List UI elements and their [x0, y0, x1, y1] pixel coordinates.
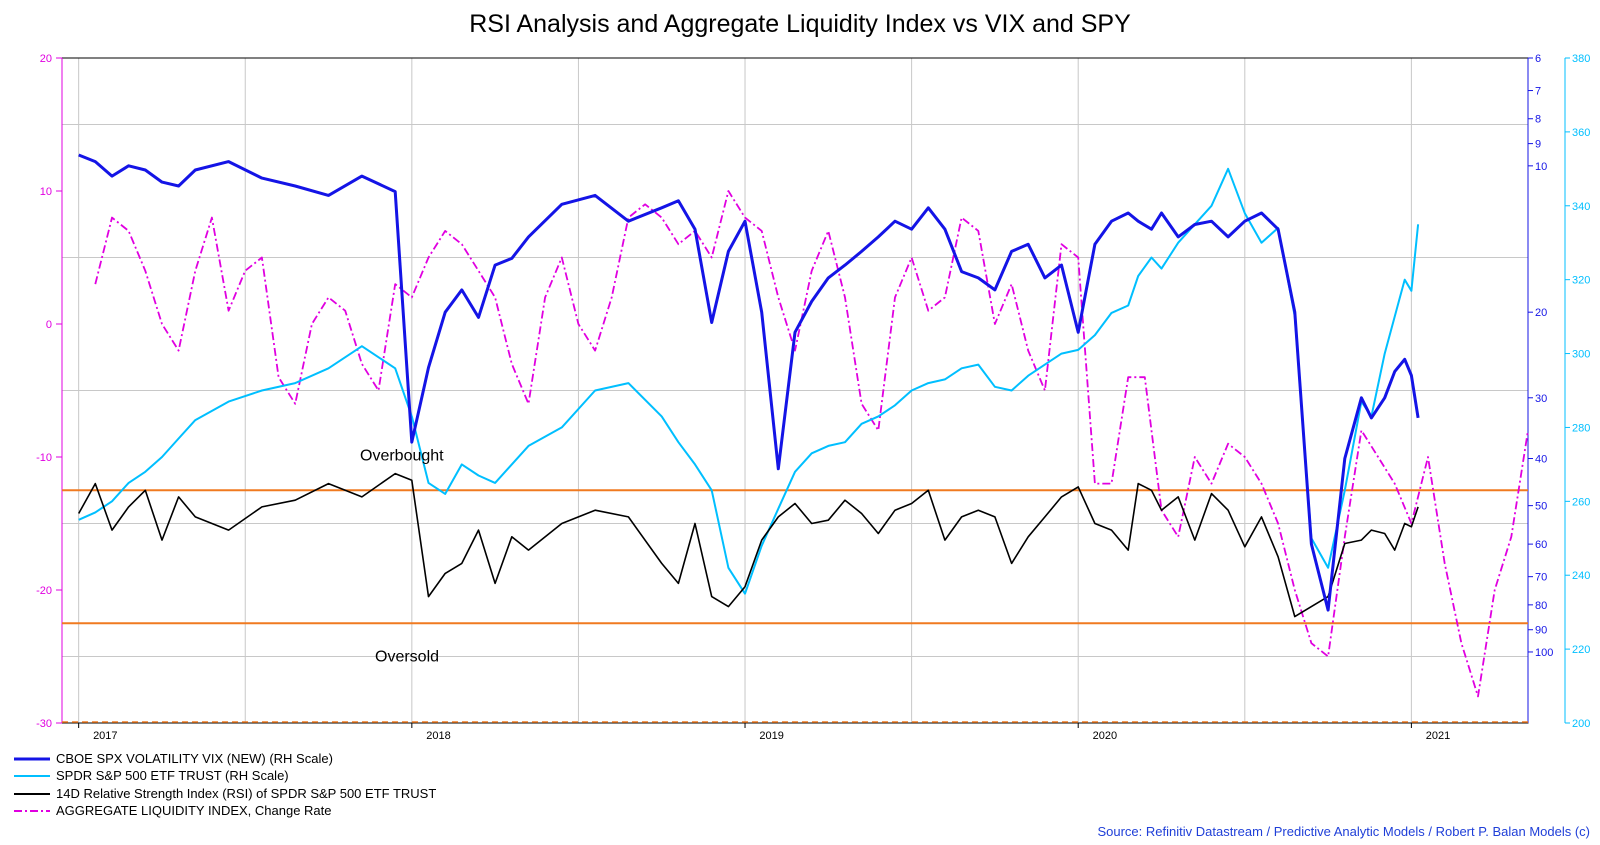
vix-tick-label: 8 — [1535, 114, 1541, 126]
legend-label-rsi: 14D Relative Strength Index (RSI) of SPD… — [56, 786, 436, 801]
vix-tick-label: 50 — [1535, 501, 1547, 513]
x-tick-label: 2018 — [426, 730, 450, 742]
left-tick-label: 10 — [40, 186, 52, 198]
vix-axis: 6 7 8 9 10 20 30 40 50 60 70 80 90 100 — [1527, 53, 1553, 723]
vix-tick-label: 80 — [1535, 600, 1547, 612]
vix-tick-label: 90 — [1535, 625, 1547, 637]
rsi-levels — [62, 489, 1528, 723]
series-lines — [78, 153, 1529, 698]
series-line-left — [94, 190, 1529, 698]
left-tick-label: 20 — [40, 53, 52, 65]
source-note: Source: Refinitiv Datastream / Predictiv… — [1097, 824, 1590, 839]
vix-tick-label: 20 — [1535, 307, 1547, 319]
left-axis: -30 -20 -10 0 10 20 — [36, 53, 63, 730]
vix-tick-label: 10 — [1535, 161, 1547, 173]
vix-tick-label: 40 — [1535, 454, 1547, 466]
legend-entry-spy: SPDR S&P 500 ETF TRUST (RH Scale) — [14, 768, 289, 783]
x-axis: 2017 2018 2019 2020 2021 — [78, 723, 1450, 742]
overbought-label: Overbought — [360, 447, 444, 464]
left-tick-label: -30 — [36, 718, 52, 730]
oversold-label: Oversold — [375, 648, 439, 665]
legend-entry-rsi: 14D Relative Strength Index (RSI) of SPD… — [14, 786, 436, 801]
x-tick-label: 2019 — [759, 730, 783, 742]
legend-label-vix: CBOE SPX VOLATILITY VIX (NEW) (RH Scale) — [56, 751, 333, 766]
vix-tick-label: 30 — [1535, 393, 1547, 405]
vix-tick-label: 100 — [1535, 647, 1553, 659]
spy-tick-label: 220 — [1572, 644, 1590, 656]
series-line-vix — [78, 153, 1420, 612]
vix-tick-label: 9 — [1535, 139, 1541, 151]
spy-tick-label: 240 — [1572, 570, 1590, 582]
series-line-spy — [78, 167, 1420, 595]
spy-tick-label: 280 — [1572, 422, 1590, 434]
spy-tick-label: 300 — [1572, 349, 1590, 361]
left-tick-label: -10 — [36, 452, 52, 464]
series-line-rsi — [78, 472, 1419, 618]
legend-label-liquidity: AGGREGATE LIQUIDITY INDEX, Change Rate — [56, 803, 332, 818]
spy-tick-label: 340 — [1572, 201, 1590, 213]
left-tick-label: 0 — [46, 319, 52, 331]
x-tick-label: 2020 — [1093, 730, 1117, 742]
spy-axis: 200 220 240 260 280 300 320 340 360 380 — [1564, 53, 1590, 730]
vix-tick-label: 6 — [1535, 53, 1541, 65]
vix-tick-label: 70 — [1535, 572, 1547, 584]
vix-tick-label: 7 — [1535, 86, 1541, 98]
vix-tick-label: 60 — [1535, 539, 1547, 551]
chart-title: RSI Analysis and Aggregate Liquidity Ind… — [469, 10, 1131, 38]
spy-tick-label: 380 — [1572, 53, 1590, 65]
legend: CBOE SPX VOLATILITY VIX (NEW) (RH Scale)… — [14, 751, 436, 818]
spy-tick-label: 200 — [1572, 718, 1590, 730]
x-tick-label: 2017 — [93, 730, 117, 742]
spy-tick-label: 320 — [1572, 275, 1590, 287]
legend-entry-liquidity: AGGREGATE LIQUIDITY INDEX, Change Rate — [14, 803, 332, 818]
legend-entry-vix: CBOE SPX VOLATILITY VIX (NEW) (RH Scale) — [14, 751, 333, 766]
legend-label-spy: SPDR S&P 500 ETF TRUST (RH Scale) — [56, 768, 289, 783]
x-tick-label: 2021 — [1426, 730, 1450, 742]
left-tick-label: -20 — [36, 585, 52, 597]
spy-tick-label: 360 — [1572, 127, 1590, 139]
spy-tick-label: 260 — [1572, 496, 1590, 508]
